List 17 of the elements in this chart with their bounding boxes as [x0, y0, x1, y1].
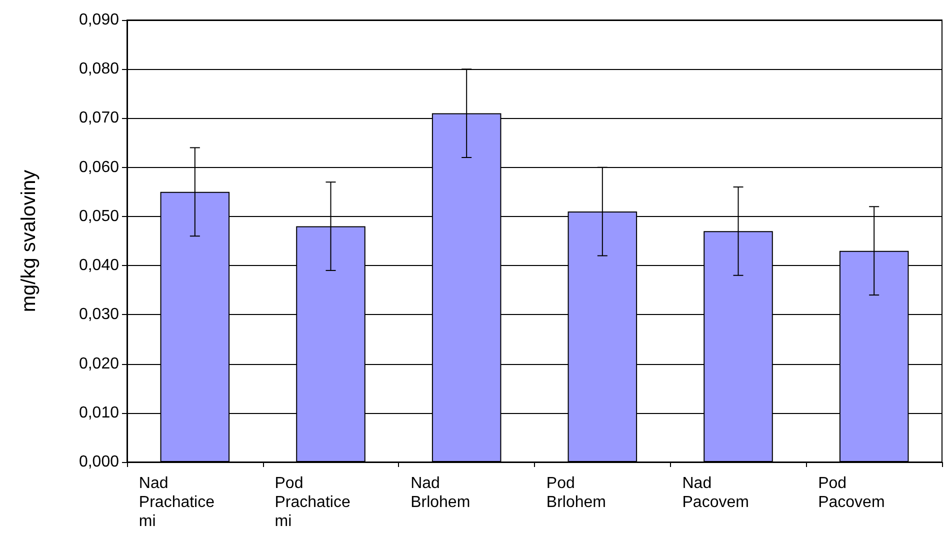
y-tick-label: 0,000: [78, 454, 120, 470]
x-tick-label: Pod Brlohem: [546, 475, 606, 511]
x-tick-label: Nad Brlohem: [410, 475, 470, 511]
y-tick-label: 0,050: [78, 208, 120, 225]
y-tick-label: 0,080: [78, 60, 120, 78]
y-tick-label: 0,020: [78, 355, 120, 372]
y-tick-label: 0,040: [78, 257, 120, 274]
y-axis-title: mg/kg svaloviny: [18, 170, 40, 312]
y-tick-label: 0,060: [78, 158, 120, 176]
y-tick-label: 0,090: [78, 12, 120, 28]
x-tick-label: Pod Prachaticemi: [274, 475, 350, 530]
x-tick-label: Nad Pacovem: [682, 475, 749, 511]
y-tick-label: 0,010: [78, 404, 120, 422]
x-tick-label: Pod Pacovem: [818, 475, 885, 511]
x-tick-label: Nad Prachaticemi: [138, 475, 215, 530]
y-tick-label: 0,030: [78, 306, 120, 324]
y-tick-label: 0,070: [78, 110, 120, 127]
